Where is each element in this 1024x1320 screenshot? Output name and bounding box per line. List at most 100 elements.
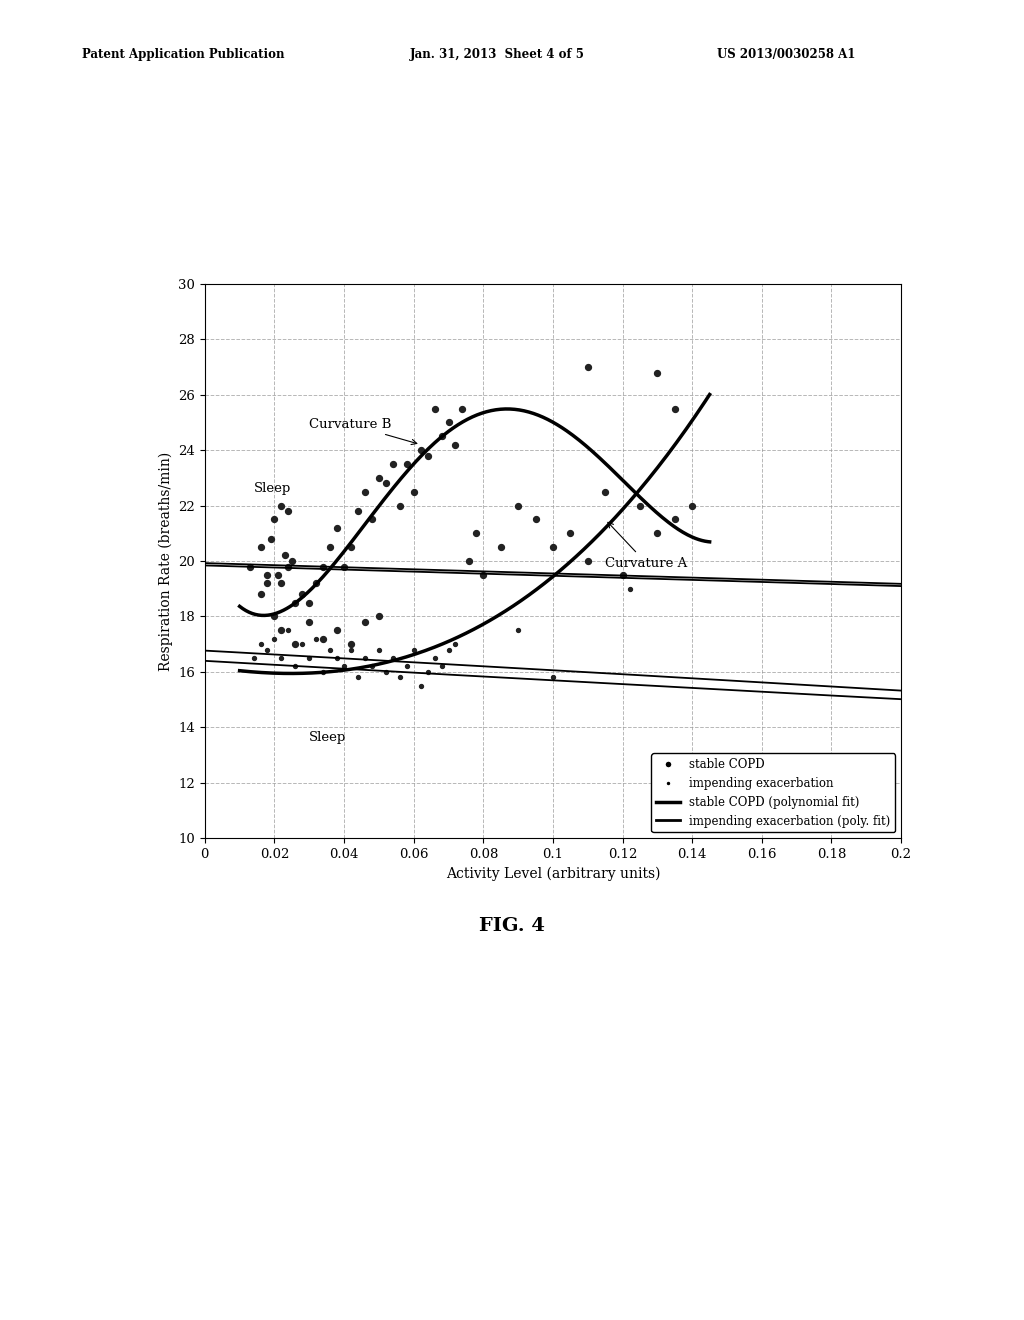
Point	[343, 537, 359, 558]
Point	[308, 628, 325, 649]
Point	[343, 639, 359, 660]
Point	[667, 399, 683, 420]
Point	[510, 619, 526, 640]
Text: Curvature A: Curvature A	[605, 523, 687, 569]
Point	[281, 619, 297, 640]
Text: Sleep: Sleep	[254, 482, 291, 495]
Point	[287, 591, 303, 612]
Point	[336, 556, 352, 577]
Point	[294, 583, 310, 605]
Point	[433, 425, 450, 446]
Text: Jan. 31, 2013  Sheet 4 of 5: Jan. 31, 2013 Sheet 4 of 5	[410, 48, 585, 61]
Point	[426, 647, 442, 668]
Text: Sleep: Sleep	[309, 731, 346, 744]
Point	[252, 634, 268, 655]
Point	[252, 583, 268, 605]
Point	[614, 564, 631, 585]
Point	[273, 573, 290, 594]
Point	[315, 628, 332, 649]
Point	[622, 578, 638, 599]
Point	[580, 356, 596, 378]
Point	[385, 647, 401, 668]
Point	[356, 647, 373, 668]
Point	[468, 523, 484, 544]
Point	[329, 517, 345, 539]
Point	[667, 510, 683, 531]
Point	[597, 482, 613, 503]
Point	[343, 634, 359, 655]
Text: Patent Application Publication: Patent Application Publication	[82, 48, 285, 61]
Point	[322, 537, 338, 558]
X-axis label: Activity Level (arbitrary units): Activity Level (arbitrary units)	[445, 866, 660, 880]
Point	[294, 634, 310, 655]
Point	[398, 656, 415, 677]
Point	[371, 467, 387, 488]
Point	[614, 564, 631, 585]
Point	[263, 528, 280, 549]
Point	[287, 656, 303, 677]
Point	[649, 362, 666, 383]
Point	[391, 667, 408, 688]
Point	[246, 647, 262, 668]
Point	[440, 639, 457, 660]
Legend: stable COPD, impending exacerbation, stable COPD (polynomial fit), impending exa: stable COPD, impending exacerbation, sta…	[651, 754, 895, 833]
Point	[649, 523, 666, 544]
Point	[440, 412, 457, 433]
Point	[447, 634, 464, 655]
Point	[301, 647, 317, 668]
Point	[413, 676, 429, 697]
Point	[406, 639, 422, 660]
Point	[301, 591, 317, 612]
Point	[455, 399, 471, 420]
Point	[287, 634, 303, 655]
Point	[266, 606, 283, 627]
Point	[378, 473, 394, 494]
Point	[527, 510, 544, 531]
Text: Curvature B: Curvature B	[309, 418, 417, 445]
Point	[391, 495, 408, 516]
Point	[426, 399, 442, 420]
Point	[259, 639, 275, 660]
Point	[242, 556, 258, 577]
Point	[273, 619, 290, 640]
Point	[301, 611, 317, 632]
Point	[580, 550, 596, 572]
Point	[510, 495, 526, 516]
Text: US 2013/0030258 A1: US 2013/0030258 A1	[717, 48, 855, 61]
Point	[684, 495, 700, 516]
Point	[356, 611, 373, 632]
Point	[461, 550, 477, 572]
Point	[329, 619, 345, 640]
Point	[329, 647, 345, 668]
Point	[308, 573, 325, 594]
Y-axis label: Respiration Rate (breaths/min): Respiration Rate (breaths/min)	[159, 451, 173, 671]
Point	[447, 434, 464, 455]
Point	[413, 440, 429, 461]
Point	[252, 537, 268, 558]
Point	[433, 656, 450, 677]
Point	[493, 537, 509, 558]
Point	[420, 661, 436, 682]
Point	[545, 537, 561, 558]
Point	[378, 661, 394, 682]
Point	[315, 661, 332, 682]
Point	[562, 523, 579, 544]
Point	[350, 500, 367, 521]
Point	[281, 500, 297, 521]
Point	[336, 656, 352, 677]
Point	[315, 556, 332, 577]
Point	[273, 495, 290, 516]
Point	[266, 628, 283, 649]
Point	[322, 639, 338, 660]
Point	[284, 550, 300, 572]
Point	[420, 445, 436, 466]
Point	[269, 564, 286, 585]
Point	[281, 556, 297, 577]
Point	[371, 606, 387, 627]
Text: FIG. 4: FIG. 4	[479, 916, 545, 935]
Point	[259, 573, 275, 594]
Point	[266, 510, 283, 531]
Point	[350, 667, 367, 688]
Point	[273, 647, 290, 668]
Point	[475, 564, 492, 585]
